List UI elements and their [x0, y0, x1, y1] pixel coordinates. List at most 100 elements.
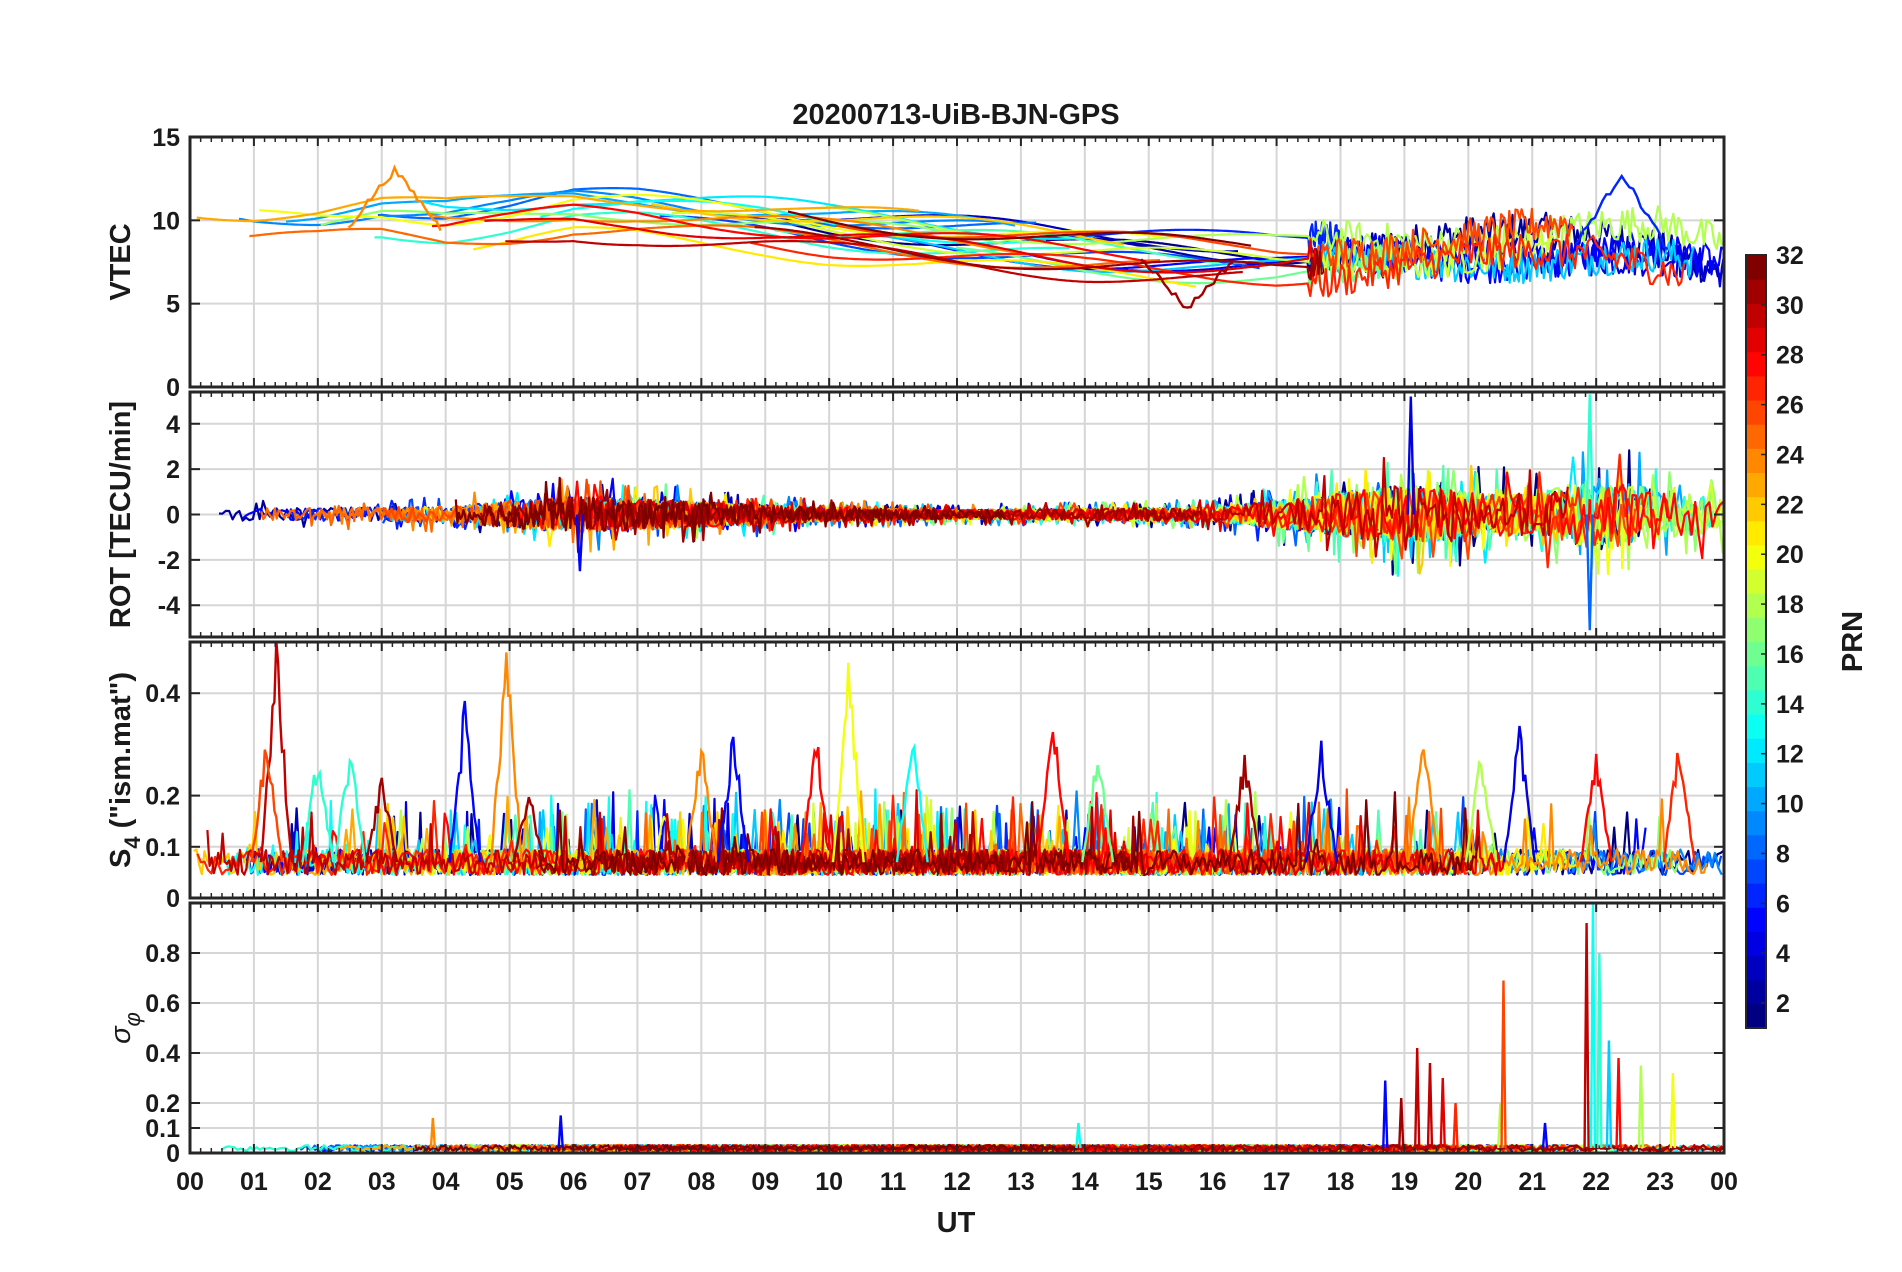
colorbar-swatch	[1746, 689, 1766, 715]
x-tick-label: 09	[751, 1168, 779, 1196]
s4-peak-7	[512, 796, 546, 863]
x-axis: 00 01 02 03 04 05 06 07 08 09 10 11 12 13 14 15 16 17 18 19…	[176, 1168, 1738, 1196]
colorbar-tick-label: 6	[1776, 890, 1790, 918]
y-tick-label: 4	[166, 411, 180, 439]
colorbar-swatch	[1746, 424, 1766, 449]
sigma-spike-4	[1398, 1097, 1405, 1149]
y-tick-label: 0.1	[145, 1115, 180, 1143]
colorbar-swatch	[1746, 665, 1766, 691]
series-prn-28	[308, 791, 1396, 877]
panel-vtec-ylabel: VTEC	[105, 223, 137, 300]
sigma-spike-16	[1615, 1057, 1622, 1149]
colorbar-tick-label: 16	[1776, 641, 1804, 669]
colorbar-swatch	[1746, 907, 1766, 932]
series-prn-32	[787, 210, 1252, 247]
s4-peak-3	[333, 757, 367, 863]
colorbar-swatch	[1746, 786, 1766, 812]
y-tick-label: 10	[152, 207, 180, 235]
panel-sigma_phi-ticks	[189, 903, 1725, 1154]
vtec-feature-2	[1574, 173, 1669, 251]
x-tick-label: 07	[624, 1168, 652, 1196]
colorbar-tick-label: 26	[1776, 392, 1804, 420]
rot-spike-2	[1585, 514, 1594, 631]
colorbar-swatch	[1746, 883, 1766, 908]
panel-sigma_phi-ylabel: σφ	[105, 1012, 145, 1044]
y-tick-label: -2	[158, 547, 180, 575]
vtec-feature-1	[1140, 258, 1234, 309]
colorbar-swatch	[1746, 303, 1766, 329]
colorbar-tick-label: 32	[1776, 242, 1804, 270]
series-prn-17	[320, 209, 1004, 245]
s4-peak-18	[1464, 759, 1498, 863]
y-tick-label: 0.8	[145, 940, 180, 968]
sigma-spike-14	[1596, 952, 1603, 1149]
vtec-feature-0	[347, 164, 442, 232]
series-prn-19	[671, 211, 1554, 282]
panel-sigma_phi: 00.10.2 0.4 0.6 0.8 σφ	[105, 901, 1726, 1168]
x-tick-label: 19	[1391, 1168, 1419, 1196]
panel-sigma_phi-series	[220, 903, 1724, 1153]
colorbar-swatch	[1746, 593, 1766, 618]
panel-s4: 00.10.20.4S4 ("ism.mat")	[105, 640, 1726, 913]
panel-s4-ylabel: S4 ("ism.mat")	[105, 672, 145, 868]
sigma-spike-17	[1637, 1065, 1645, 1149]
y-tick-label: 0	[166, 502, 180, 530]
s4-peak-5	[448, 700, 482, 863]
y-tick-label: 0.4	[145, 1040, 180, 1068]
sigma-spike-18	[1669, 1072, 1677, 1149]
sigma-spike-0	[557, 1115, 564, 1149]
s4-peak-2	[301, 768, 335, 863]
rot-spike-0	[1406, 396, 1416, 515]
sigma-spike-2	[1075, 1122, 1082, 1149]
colorbar-swatch	[1746, 327, 1766, 353]
y-tick-label: 0.2	[145, 1090, 180, 1118]
ylabel-main: σ	[105, 1025, 137, 1044]
s4-peak-4	[365, 777, 399, 863]
panel-vtec-series	[196, 164, 1724, 309]
x-tick-label: 04	[432, 1168, 460, 1196]
y-tick-label: 0	[166, 885, 180, 913]
x-tick-label: 14	[1071, 1168, 1099, 1196]
colorbar-swatch	[1746, 448, 1766, 474]
sigma-spike-8	[1452, 1102, 1459, 1149]
series-prn-32	[414, 1143, 1078, 1153]
x-tick-label: 00	[1710, 1168, 1738, 1196]
panel-rot-ylabel: ROT [TECU/min]	[105, 401, 137, 628]
sigma-spike-3	[1382, 1080, 1389, 1149]
rot-spike-3	[575, 514, 585, 572]
x-tick-label: 20	[1454, 1168, 1482, 1196]
y-tick-label: 5	[166, 291, 180, 319]
colorbar-swatch	[1746, 255, 1766, 280]
x-tick-label: 00	[176, 1168, 204, 1196]
colorbar-swatch	[1746, 931, 1766, 957]
colorbar-swatch	[1746, 617, 1766, 643]
colorbar-swatch	[1746, 762, 1766, 788]
series-prn-23	[196, 194, 920, 223]
x-tick-label: 12	[943, 1168, 971, 1196]
colorbar-swatch	[1746, 520, 1766, 546]
s4-peak-15	[1228, 754, 1262, 863]
x-tick-label: 17	[1263, 1168, 1291, 1196]
x-tick-label: 10	[815, 1168, 843, 1196]
colorbar-tick-label: 20	[1776, 541, 1804, 569]
ylabel-rest: ("ism.mat")	[105, 672, 137, 836]
sigma-spike-12	[1583, 922, 1590, 1149]
x-axis-label: UT	[937, 1207, 976, 1239]
colorbar-swatch	[1746, 1003, 1766, 1029]
colorbar-swatch	[1746, 858, 1766, 884]
ylabel-sub: 4	[120, 836, 145, 849]
y-tick-label: -4	[158, 592, 180, 620]
colorbar-tick-label: 18	[1776, 591, 1804, 619]
colorbar-swatch	[1746, 375, 1766, 401]
colorbar-tick-label: 8	[1776, 840, 1790, 868]
panel-rot: -4 -2 0 2 4 ROT [TECU/min]	[105, 390, 1726, 639]
panel-vtec-ticks	[189, 136, 1725, 388]
s4-peak-20	[1579, 753, 1613, 863]
x-tick-label: 18	[1327, 1168, 1355, 1196]
sigma-spike-11	[1541, 1122, 1549, 1149]
colorbar-swatch	[1746, 399, 1766, 425]
x-tick-label: 02	[304, 1168, 332, 1196]
s4-peak-12	[895, 742, 929, 863]
